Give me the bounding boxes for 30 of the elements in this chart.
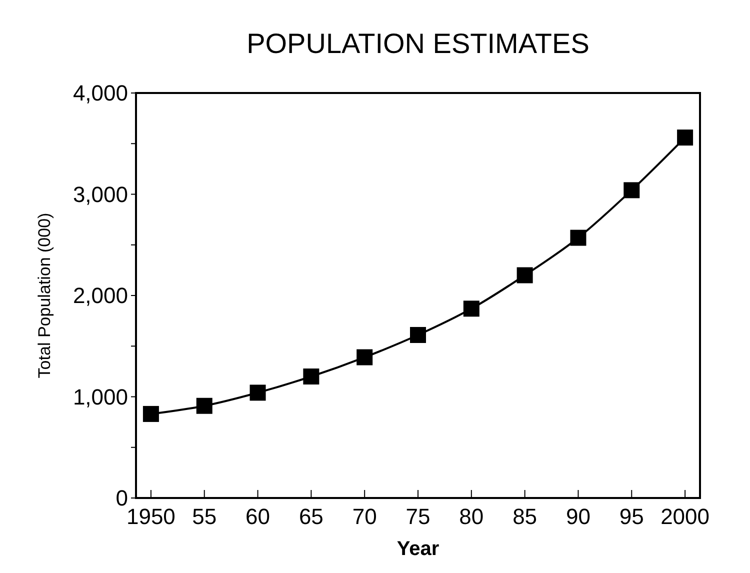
y-tick-label: 1,000 [72,384,128,410]
x-tick-label: 60 [246,504,270,529]
point [677,130,694,146]
x-tick-label: 75 [406,504,430,529]
point [142,406,159,422]
y-tick-label: 4,000 [72,80,128,106]
point [410,326,426,343]
point [356,349,373,366]
chart-title: POPULATION ESTIMATES [246,28,590,59]
point [196,398,212,414]
x-tick-label: 90 [566,504,590,529]
point [250,384,266,401]
x-tick-label: 1950 [126,504,176,529]
x-tick-label: 2000 [660,504,710,529]
point [570,230,586,246]
x-tick-label: 70 [352,504,377,529]
x-tick-label: 80 [459,504,484,529]
x-tick-label: 55 [192,504,217,529]
x-tick-label: 95 [619,504,644,529]
y-tick-label: 0 [116,486,128,511]
x-tick-label: 65 [298,504,324,529]
point [516,267,533,284]
y-axis-title: Total Population (000) [35,212,54,378]
point [463,300,480,317]
x-tick-label: 85 [512,504,538,529]
y-tick-label: 3,000 [72,182,128,207]
point [624,182,640,198]
x-axis-title: Year [396,538,440,560]
y-tick-label: 2,000 [72,283,128,308]
point [303,368,320,384]
